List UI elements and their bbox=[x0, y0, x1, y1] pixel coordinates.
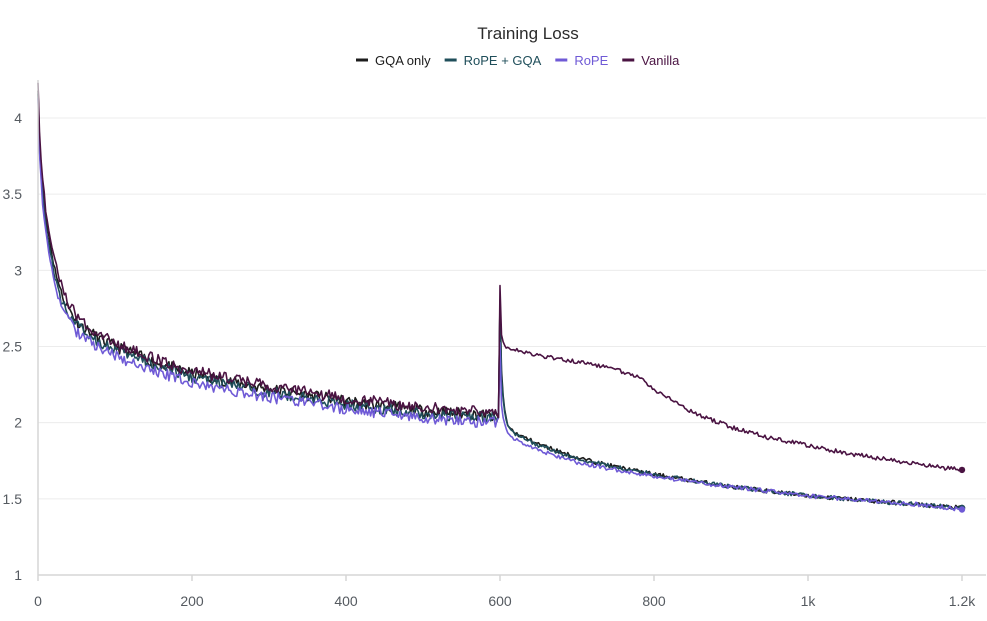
y-tick-label: 1 bbox=[14, 567, 22, 583]
x-tick-label: 600 bbox=[488, 593, 512, 609]
legend-item[interactable]: Vanilla bbox=[622, 53, 680, 68]
legend-label: GQA only bbox=[375, 53, 431, 68]
legend-label: RoPE bbox=[574, 53, 608, 68]
legend: GQA only RoPE + GQA RoPE Vanilla bbox=[356, 53, 680, 68]
legend-label: Vanilla bbox=[641, 53, 680, 68]
x-tick-label: 800 bbox=[642, 593, 666, 609]
grid bbox=[38, 117, 986, 500]
y-tick-label: 2 bbox=[14, 415, 22, 431]
y-tick-label: 1.5 bbox=[3, 491, 23, 507]
x-tick-label: 0 bbox=[34, 593, 42, 609]
legend-item[interactable]: RoPE + GQA bbox=[444, 53, 542, 68]
y-tick-label: 3 bbox=[14, 262, 22, 278]
series-group bbox=[37, 82, 966, 513]
x-tick-label: 400 bbox=[334, 593, 358, 609]
x-tick-label: 200 bbox=[180, 593, 204, 609]
chart-title: Training Loss bbox=[477, 24, 578, 43]
x-tick-label: 1k bbox=[801, 593, 817, 609]
legend-item[interactable]: GQA only bbox=[356, 53, 431, 68]
axes: 1 1.5 2 2.5 3 3.5 4 0 200 400 600 800 1k 1.2k bbox=[3, 80, 986, 609]
y-tick-label: 3.5 bbox=[3, 186, 23, 202]
y-tick-label: 4 bbox=[14, 110, 22, 126]
y-tick-label: 2.5 bbox=[3, 339, 23, 355]
series-line-vanilla bbox=[37, 82, 963, 472]
series-end-point bbox=[958, 506, 966, 513]
series-end-point bbox=[958, 466, 966, 474]
legend-item[interactable]: RoPE bbox=[555, 53, 609, 68]
legend-label: RoPE + GQA bbox=[464, 53, 542, 68]
x-tick-label: 1.2k bbox=[949, 593, 976, 609]
